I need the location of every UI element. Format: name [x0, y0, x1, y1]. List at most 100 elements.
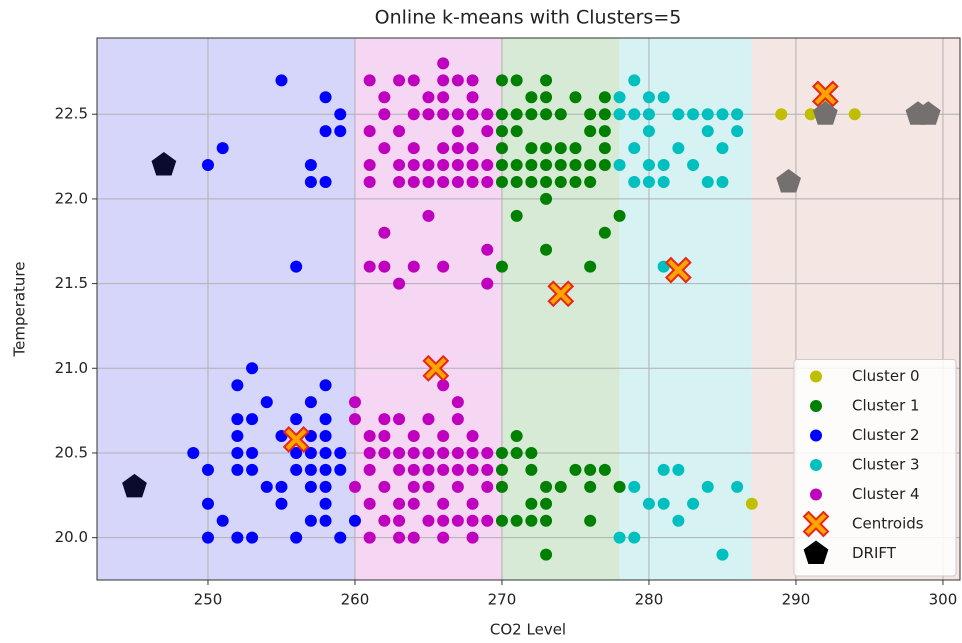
point	[437, 531, 450, 544]
point	[393, 277, 406, 290]
point	[378, 260, 391, 273]
point	[451, 480, 464, 493]
point	[687, 108, 700, 121]
point	[407, 175, 420, 188]
point	[201, 531, 214, 544]
point	[672, 514, 685, 527]
point	[598, 463, 611, 476]
x-tick-label: 250	[194, 591, 223, 609]
y-tick-label: 20.0	[55, 528, 88, 546]
point	[657, 91, 670, 104]
point	[510, 430, 523, 443]
point	[363, 430, 376, 443]
point	[466, 175, 479, 188]
x-tick-label: 300	[929, 591, 958, 609]
point	[334, 446, 347, 459]
point	[525, 108, 538, 121]
point	[540, 91, 553, 104]
point	[657, 159, 670, 172]
point	[525, 91, 538, 104]
legend-label: Cluster 4	[852, 485, 920, 503]
point	[422, 413, 435, 426]
point	[584, 125, 597, 138]
point	[151, 152, 177, 176]
point	[701, 175, 714, 188]
point	[495, 159, 508, 172]
x-axis-label: CO2 Level	[490, 621, 566, 639]
point	[437, 446, 450, 459]
point	[481, 277, 494, 290]
point	[466, 531, 479, 544]
point	[466, 91, 479, 104]
point	[481, 125, 494, 138]
point	[525, 497, 538, 510]
point	[422, 354, 450, 382]
point	[510, 209, 523, 222]
point	[642, 108, 655, 121]
point	[701, 125, 714, 138]
point	[246, 531, 259, 544]
point	[407, 497, 420, 510]
plot-frame	[96, 37, 961, 581]
point	[540, 243, 553, 256]
point	[598, 159, 611, 172]
point	[569, 175, 582, 188]
point	[422, 480, 435, 493]
point	[598, 226, 611, 239]
point	[613, 91, 626, 104]
point	[613, 159, 626, 172]
point	[642, 175, 655, 188]
point	[540, 480, 553, 493]
point	[525, 159, 538, 172]
point	[495, 125, 508, 138]
point	[260, 396, 273, 409]
point	[334, 531, 347, 544]
point	[642, 91, 655, 104]
legend-label: Cluster 3	[852, 456, 920, 474]
point	[642, 125, 655, 138]
point	[716, 142, 729, 155]
point	[378, 226, 391, 239]
point	[525, 446, 538, 459]
point	[437, 463, 450, 476]
point	[451, 514, 464, 527]
point	[334, 125, 347, 138]
point	[393, 446, 406, 459]
point	[290, 446, 303, 459]
point	[613, 531, 626, 544]
y-axis-label: Temperature	[11, 261, 29, 357]
point	[540, 74, 553, 87]
point	[319, 463, 332, 476]
x-tick-label: 270	[488, 591, 517, 609]
point	[201, 497, 214, 510]
point	[319, 480, 332, 493]
point	[540, 108, 553, 121]
point	[437, 497, 450, 510]
legend-marker	[802, 510, 830, 538]
point	[451, 463, 464, 476]
point	[378, 142, 391, 155]
point	[422, 175, 435, 188]
point	[657, 175, 670, 188]
point	[628, 74, 641, 87]
point	[451, 74, 464, 87]
point	[481, 108, 494, 121]
point	[437, 91, 450, 104]
point	[363, 159, 376, 172]
point	[598, 108, 611, 121]
point	[495, 480, 508, 493]
point	[304, 514, 317, 527]
point	[437, 108, 450, 121]
point	[282, 426, 310, 453]
point	[569, 142, 582, 155]
point	[540, 497, 553, 510]
point	[628, 108, 641, 121]
point	[495, 175, 508, 188]
point	[481, 159, 494, 172]
point	[584, 260, 597, 273]
point	[775, 108, 788, 121]
point	[319, 125, 332, 138]
point	[451, 125, 464, 138]
point	[319, 514, 332, 527]
point	[731, 480, 744, 493]
